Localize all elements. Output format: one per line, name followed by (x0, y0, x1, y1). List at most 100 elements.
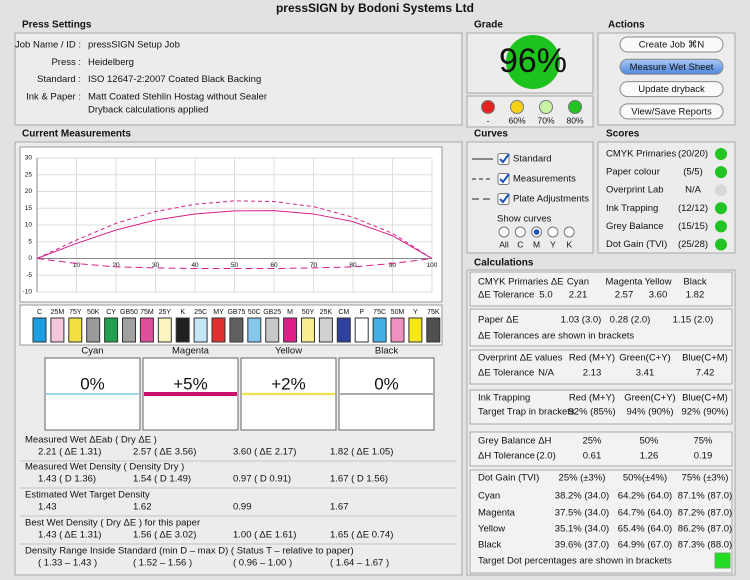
color-patch (122, 317, 136, 343)
action-button-label[interactable]: Measure Wet Sheet (630, 62, 714, 73)
calc-value: Magenta (606, 277, 644, 288)
radio-label: Y (550, 239, 556, 249)
color-patch (32, 317, 47, 343)
score-dot (715, 220, 727, 233)
calc-value: 2.21 (569, 290, 588, 301)
press-settings-panel (14, 32, 463, 126)
color-patch (265, 317, 280, 343)
calc-value: Red (M+Y) (569, 353, 615, 364)
color-patch (50, 317, 65, 343)
score-label: Grey Balance (606, 221, 664, 232)
calc-value: 25% (±3%) (559, 473, 606, 484)
calc-value: 92% (85%) (569, 407, 616, 418)
calc-label: Paper ΔE (478, 315, 519, 326)
color-patch (211, 317, 226, 343)
patch-label: CY (106, 309, 116, 316)
calc-label: CMYK Primaries ΔE (478, 277, 564, 288)
calc-value: 65.4% (64.0) (618, 524, 672, 535)
y-tick-label: -10 (23, 289, 33, 296)
color-patch (426, 317, 441, 343)
calc-value: 37.5% (34.0) (555, 508, 609, 519)
patch-label: 75K (427, 309, 440, 316)
color-patch (336, 317, 351, 343)
score-dot (715, 184, 727, 197)
measurement-value: 1.43 ( ΔE 1.31) (38, 530, 101, 541)
calc-note: ΔE Tolerances are shown in brackets (478, 331, 634, 342)
measurement-value: 2.57 ( ΔE 3.56) (133, 447, 196, 458)
measurement-value: 1.00 ( ΔE 1.61) (233, 530, 296, 541)
radio-label: K (566, 239, 572, 249)
calc-value: 35.1% (34.0) (555, 524, 609, 535)
setting-label: Job Name / ID : (15, 40, 81, 51)
panel-title: Press Settings (22, 20, 92, 31)
calc-value: 38.2% (34.0) (555, 491, 609, 502)
score-value: (5/5) (683, 167, 703, 178)
color-patch (408, 317, 423, 343)
patch-label: P (359, 309, 364, 316)
calc-value: 0.61 (583, 451, 602, 462)
calc-value: 1.03 (3.0) (561, 315, 602, 326)
calc-tolerance: (2.0) (536, 451, 556, 462)
score-dot (715, 166, 727, 179)
panel-title: Grade (474, 20, 503, 31)
measurement-label: Measured Wet ΔEab ( Dry ΔE ) (25, 435, 157, 446)
patch-label: Y (413, 309, 418, 316)
score-label: CMYK Primaries (606, 149, 676, 160)
action-button-label[interactable]: Update dryback (638, 84, 705, 95)
radio[interactable] (547, 226, 559, 238)
patch-label: 75C (373, 309, 386, 316)
calc-value: 64.2% (64.0) (618, 491, 672, 502)
grade-level-dot (568, 100, 582, 114)
setting-label: Press : (51, 57, 81, 68)
patch-label: 25K (320, 309, 333, 316)
measurement-label: Measured Wet Density ( Density Dry ) (25, 462, 184, 473)
score-label: Overprint Lab (606, 185, 664, 196)
grade-level-dot (481, 100, 495, 114)
action-button[interactable] (619, 81, 724, 98)
score-value: (20/20) (678, 149, 708, 160)
checkmark (499, 173, 510, 184)
score-label: Ink Trapping (606, 203, 658, 214)
patch-label: C (37, 309, 42, 316)
show-curves-label: Show curves (497, 214, 552, 225)
calc-note: Target Dot percentages are shown in brac… (478, 556, 672, 567)
color-patch (318, 317, 333, 343)
color-patch (372, 317, 387, 343)
x-tick-label: 60 (270, 262, 278, 269)
x-tick-label: 20 (112, 262, 120, 269)
panel-title: Curves (474, 129, 508, 140)
radio[interactable] (514, 226, 526, 238)
gauge-name: Cyan (81, 346, 103, 357)
radio[interactable] (563, 226, 575, 238)
calc-label: ΔE Tolerance (478, 368, 534, 379)
scores-panel (597, 141, 736, 254)
calc-value: 87.3% (88.0) (678, 540, 732, 551)
calc-value: 0.19 (694, 451, 713, 462)
patch-label: GB50 (120, 309, 138, 316)
radio[interactable] (498, 226, 510, 238)
patch-label: K (180, 309, 185, 316)
calc-label: ΔE Tolerance (478, 290, 534, 301)
patch-label: CM (338, 309, 349, 316)
action-button[interactable] (619, 36, 724, 53)
patch-label: GB25 (263, 309, 281, 316)
x-tick-label: 80 (349, 262, 357, 269)
setting-value: Heidelberg (88, 57, 134, 68)
measurement-value: 1.43 ( D 1.36) (38, 474, 96, 485)
action-button-label[interactable]: Create Job ⌘N (639, 40, 705, 51)
measurement-value: 2.21 ( ΔE 1.31) (38, 447, 101, 458)
measurement-label: Estimated Wet Target Density (25, 490, 150, 501)
gauge-name: Magenta (172, 346, 210, 357)
gauge-value: +2% (271, 374, 306, 393)
grade-level-label: - (487, 115, 490, 125)
score-value: (12/12) (678, 203, 708, 214)
color-patch (139, 317, 154, 343)
action-button[interactable] (619, 58, 724, 75)
grade-level-label: 80% (566, 115, 583, 125)
patch-label: 50Y (302, 309, 315, 316)
measurement-value: 1.62 (133, 502, 152, 513)
calc-label: Target Trap in brackets (478, 407, 575, 418)
action-button-label[interactable]: View/Save Reports (631, 106, 712, 117)
action-button[interactable] (619, 103, 724, 120)
